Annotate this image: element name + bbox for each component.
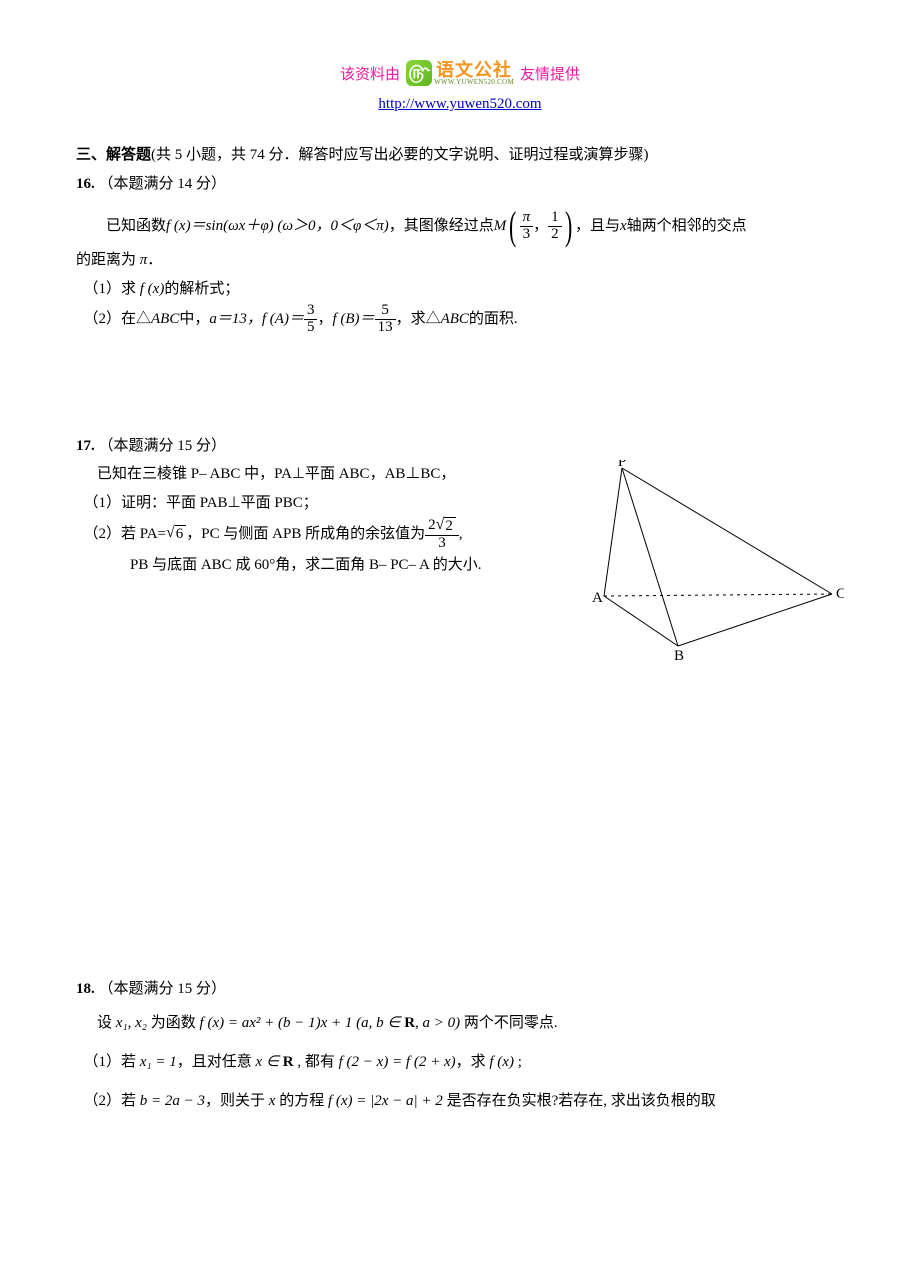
- section-desc: (共 5 小题，共 74 分．解答时应写出必要的文字说明、证明过程或演算步骤): [151, 147, 649, 163]
- q16-fB: f (B)＝: [332, 305, 374, 334]
- q16-abc2: ABC: [441, 305, 469, 334]
- logo-cn: 语文公社: [434, 61, 514, 79]
- q16-stem-d: 轴两个相邻的交点: [627, 212, 747, 241]
- section-heading: 三、解答题(共 5 小题，共 74 分．解答时应写出必要的文字说明、证明过程或演…: [76, 141, 844, 170]
- q17-figure: P A B C: [574, 460, 844, 665]
- q16-fA: f (A)＝: [262, 305, 304, 334]
- q16-p2c: ，求△: [396, 305, 441, 334]
- header-line1: 该资料由 ௹ 语文公社 WWW.YUWEN520.COM 友情提供: [76, 60, 844, 86]
- q16-p2d: 的面积.: [469, 305, 518, 334]
- q18-number: 18.: [76, 981, 95, 997]
- logo-swirl-icon: ௹: [406, 60, 432, 86]
- q18-header: 18. （本题满分 15 分）: [76, 975, 844, 1004]
- header: 该资料由 ௹ 语文公社 WWW.YUWEN520.COM 友情提供 http:/…: [76, 60, 844, 113]
- fig-label-A: A: [592, 590, 603, 606]
- logo: ௹ 语文公社 WWW.YUWEN520.COM: [406, 60, 514, 86]
- q16-stem-line1: 已知函数 f (x)＝sin(ωx＋φ) (ω＞0，0＜φ＜π) ，其图像经过点…: [76, 206, 844, 246]
- q17-l3c: ,: [459, 520, 463, 549]
- credit-right: 友情提供: [520, 63, 580, 84]
- q16-M-args: ( π3 ， 12 ): [506, 206, 575, 246]
- question-18: 18. （本题满分 15 分） 设 x₁, x₂ 为函数 f (x) = ax²…: [76, 975, 844, 1121]
- q16-fB-frac: 513: [375, 303, 396, 336]
- q16-stem-c: ，且与: [575, 212, 620, 241]
- q16-part2: （2）在△ABC 中，a＝13，f (A)＝ 35 ， f (B)＝ 513 ，…: [76, 303, 844, 336]
- q16-stem-f: ．: [147, 252, 162, 268]
- fig-label-P: P: [618, 460, 626, 470]
- q18-l1: 设 x₁, x₂ 为函数 f (x) = ax² + (b − 1)x + 1 …: [76, 1004, 844, 1043]
- q16-header: 16. （本题满分 14 分）: [76, 170, 844, 199]
- section-title: 三、解答题: [76, 147, 151, 163]
- q18-l2: （1）若 x₁ = 1，且对任意 x ∈ R , 都有 f (2 − x) = …: [76, 1043, 844, 1082]
- q16-a13: a＝13，: [209, 305, 262, 334]
- q16-p1-fx: f (x): [140, 281, 165, 297]
- q16-fn: f (x)＝sin(ωx＋φ) (ω＞0，0＜φ＜π): [166, 212, 389, 241]
- credit-left: 该资料由: [340, 63, 400, 84]
- q17-header: 17. （本题满分 15 分）: [76, 432, 844, 461]
- question-16: 16. （本题满分 14 分） 已知函数 f (x)＝sin(ωx＋φ) (ω＞…: [76, 170, 844, 336]
- q16-stem-b: ，其图像经过点: [389, 212, 494, 241]
- q16-p2a: （2）在△: [84, 305, 152, 334]
- q16-xaxis: x: [620, 212, 627, 241]
- q16-M: M: [494, 212, 507, 241]
- q16-number: 16.: [76, 176, 95, 192]
- q16-stem-line2: 的距离为 π．: [76, 246, 844, 275]
- q16-stem-e: 的距离为: [76, 252, 140, 268]
- q16-p1a: （1）求: [84, 281, 140, 297]
- q18-points: （本题满分 15 分）: [99, 981, 227, 997]
- q17-l3b: ，PC 与侧面 APB 所成角的余弦值为: [186, 520, 425, 549]
- q16-part1: （1）求 f (x)的解析式；: [76, 275, 844, 304]
- q17-l4: PB 与底面 ABC 成 60°角，求二面角 B– PC– A 的大小.: [76, 551, 556, 580]
- q16-points: （本题满分 14 分）: [99, 176, 227, 192]
- source-url[interactable]: http://www.yuwen520.com: [378, 96, 541, 112]
- question-17: 17. （本题满分 15 分） 已知在三棱锥 P– ABC 中，PA⊥平面 AB…: [76, 432, 844, 666]
- logo-en: WWW.YUWEN520.COM: [434, 79, 514, 86]
- q17-l1: 已知在三棱锥 P– ABC 中，PA⊥平面 ABC，AB⊥BC，: [76, 460, 556, 489]
- q17-sqrt6: √6: [166, 525, 186, 543]
- source-link: http://www.yuwen520.com: [76, 96, 844, 113]
- q16-abc: ABC: [151, 305, 179, 334]
- q18-l3: （2）若 b = 2a − 3，则关于 x 的方程 f (x) = |2x − …: [76, 1082, 844, 1121]
- q16-stem-a: 已知函数: [106, 212, 166, 241]
- q17-points: （本题满分 15 分）: [99, 438, 227, 454]
- q17-cos-frac: 2√2 3: [425, 517, 459, 551]
- q17-l2: （1）证明：平面 PAB⊥平面 PBC；: [76, 489, 556, 518]
- fig-label-C: C: [836, 586, 844, 602]
- q17-l3a: （2）若 PA=: [84, 520, 167, 549]
- q17-number: 17.: [76, 438, 95, 454]
- q16-p1b: 的解析式；: [164, 281, 239, 297]
- tetrahedron-icon: P A B C: [574, 460, 844, 660]
- q16-p2b: 中，: [179, 305, 209, 334]
- fig-label-B: B: [674, 648, 684, 660]
- q17-l3: （2）若 PA= √6 ，PC 与侧面 APB 所成角的余弦值为 2√2 3 ,: [76, 517, 556, 551]
- q16-fA-frac: 35: [304, 303, 318, 336]
